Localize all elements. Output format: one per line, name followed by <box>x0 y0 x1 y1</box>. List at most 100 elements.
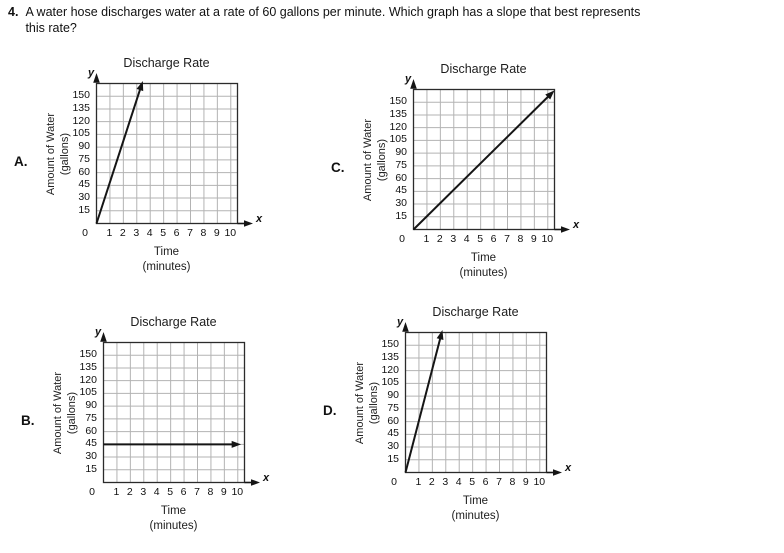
x-axis-letter: x <box>565 462 572 474</box>
graph-panel-d: D. Discharge Rate y x Amount of Water (g… <box>323 304 605 529</box>
arrowhead <box>544 89 554 100</box>
x-axis-letter: x <box>573 219 580 231</box>
question-text-line1: A water hose discharges water at a rate … <box>25 5 641 19</box>
y-tick-label: 135 <box>381 350 399 363</box>
y-tick-label: 120 <box>389 120 407 133</box>
x-axis-label: Time (minutes) <box>451 495 500 522</box>
plot-border <box>412 88 555 230</box>
y-tick-label: 45 <box>78 178 90 191</box>
y-axis-arrow <box>401 321 409 332</box>
y-tick-label: 135 <box>79 360 97 373</box>
x-axis-letter: x <box>263 472 270 484</box>
graph-panel-a: A. Discharge Rate y x Amount of Water (g… <box>14 55 296 280</box>
y-tick-label: 90 <box>395 146 407 159</box>
arrowhead <box>231 440 241 448</box>
x-tick-label: 1 <box>423 233 430 245</box>
arrowhead <box>250 478 260 486</box>
x-tick-label: 6 <box>173 227 180 239</box>
arrowhead <box>436 329 443 340</box>
y-tick-label: 150 <box>79 348 97 361</box>
x-tick-label: 8 <box>207 486 214 498</box>
y-axis-letter: y <box>88 67 95 79</box>
x-tick-label: 5 <box>477 233 484 245</box>
chart-grid-d <box>401 321 562 476</box>
option-label-c: C. <box>331 160 345 175</box>
question: 4. A water hose discharges water at a ra… <box>8 4 640 36</box>
x-tick-label: 3 <box>450 233 457 245</box>
chart-title: Discharge Rate <box>432 305 519 319</box>
chart-grid-a <box>92 72 253 227</box>
x-tick-label: 10 <box>533 476 546 488</box>
y-tick-label: 15 <box>78 203 90 216</box>
y-tick-label: 105 <box>389 133 407 146</box>
x-tick-label: 9 <box>530 233 537 245</box>
y-tick-label: 150 <box>389 95 407 108</box>
y-axis-letter: y <box>405 73 412 85</box>
chart-grid-c <box>409 78 570 233</box>
origin-tick-label: 0 <box>82 227 88 239</box>
y-tick-label: 60 <box>387 414 399 427</box>
x-tick-label: 8 <box>517 233 524 245</box>
x-tick-label: 5 <box>167 486 174 498</box>
data-line <box>95 84 142 224</box>
y-tick-label: 120 <box>79 373 97 386</box>
x-tick-label: 3 <box>133 227 140 239</box>
x-tick-label: 4 <box>455 476 462 488</box>
y-tick-label: 120 <box>381 363 399 376</box>
x-tick-label: 1 <box>113 486 120 498</box>
x-axis-label: Time (minutes) <box>142 246 191 273</box>
question-number: 4. <box>8 5 19 19</box>
y-tick-label: 60 <box>85 424 97 437</box>
y-tick-label: 120 <box>72 114 90 127</box>
x-tick-label: 1 <box>106 227 113 239</box>
x-tick-label: 10 <box>541 233 554 245</box>
origin-tick-label: 0 <box>399 233 405 245</box>
y-tick-label: 45 <box>85 437 97 450</box>
arrowhead <box>552 468 562 476</box>
x-tick-label: 7 <box>194 486 200 498</box>
chart-title: Discharge Rate <box>130 315 217 329</box>
x-tick-label: 8 <box>200 227 207 239</box>
graph-panel-b: B. Discharge Rate y x Amount of Water (g… <box>21 314 303 539</box>
y-tick-label: 75 <box>85 411 97 424</box>
y-tick-label: 150 <box>72 89 90 102</box>
option-label-b: B. <box>21 413 35 428</box>
x-tick-label: 6 <box>490 233 497 245</box>
question-text-line2: this rate? <box>25 21 77 35</box>
origin-tick-label: 0 <box>391 476 397 488</box>
y-tick-label: 90 <box>387 389 399 402</box>
arrowhead <box>243 219 253 227</box>
y-tick-label: 60 <box>78 165 90 178</box>
x-tick-label: 10 <box>231 486 244 498</box>
y-tick-label: 15 <box>387 452 399 465</box>
x-tick-label: 5 <box>160 227 167 239</box>
x-tick-label: 7 <box>187 227 193 239</box>
y-tick-label: 75 <box>78 152 90 165</box>
y-axis-arrow <box>99 331 107 342</box>
chart-grid-b <box>99 331 260 486</box>
y-tick-label: 30 <box>78 191 90 204</box>
gridlines <box>96 83 237 223</box>
y-tick-label: 90 <box>85 399 97 412</box>
plot-border <box>404 331 547 473</box>
arrowhead <box>136 80 143 91</box>
y-tick-label: 15 <box>85 462 97 475</box>
y-tick-label: 105 <box>79 386 97 399</box>
x-tick-label: 3 <box>442 476 449 488</box>
x-tick-label: 2 <box>119 227 126 239</box>
x-tick-label: 7 <box>496 476 502 488</box>
chart-title: Discharge Rate <box>123 56 210 70</box>
y-axis-letter: y <box>397 316 404 328</box>
x-axis-label: Time (minutes) <box>459 252 508 279</box>
x-tick-label: 1 <box>415 476 422 488</box>
x-axis-letter: x <box>256 213 263 225</box>
chart-title: Discharge Rate <box>440 62 527 76</box>
y-tick-label: 45 <box>387 427 399 440</box>
data-line <box>404 334 442 473</box>
x-tick-label: 6 <box>180 486 187 498</box>
x-tick-label: 6 <box>482 476 489 488</box>
x-axis-label: Time (minutes) <box>149 505 198 532</box>
x-tick-label: 9 <box>220 486 227 498</box>
y-tick-label: 45 <box>395 184 407 197</box>
